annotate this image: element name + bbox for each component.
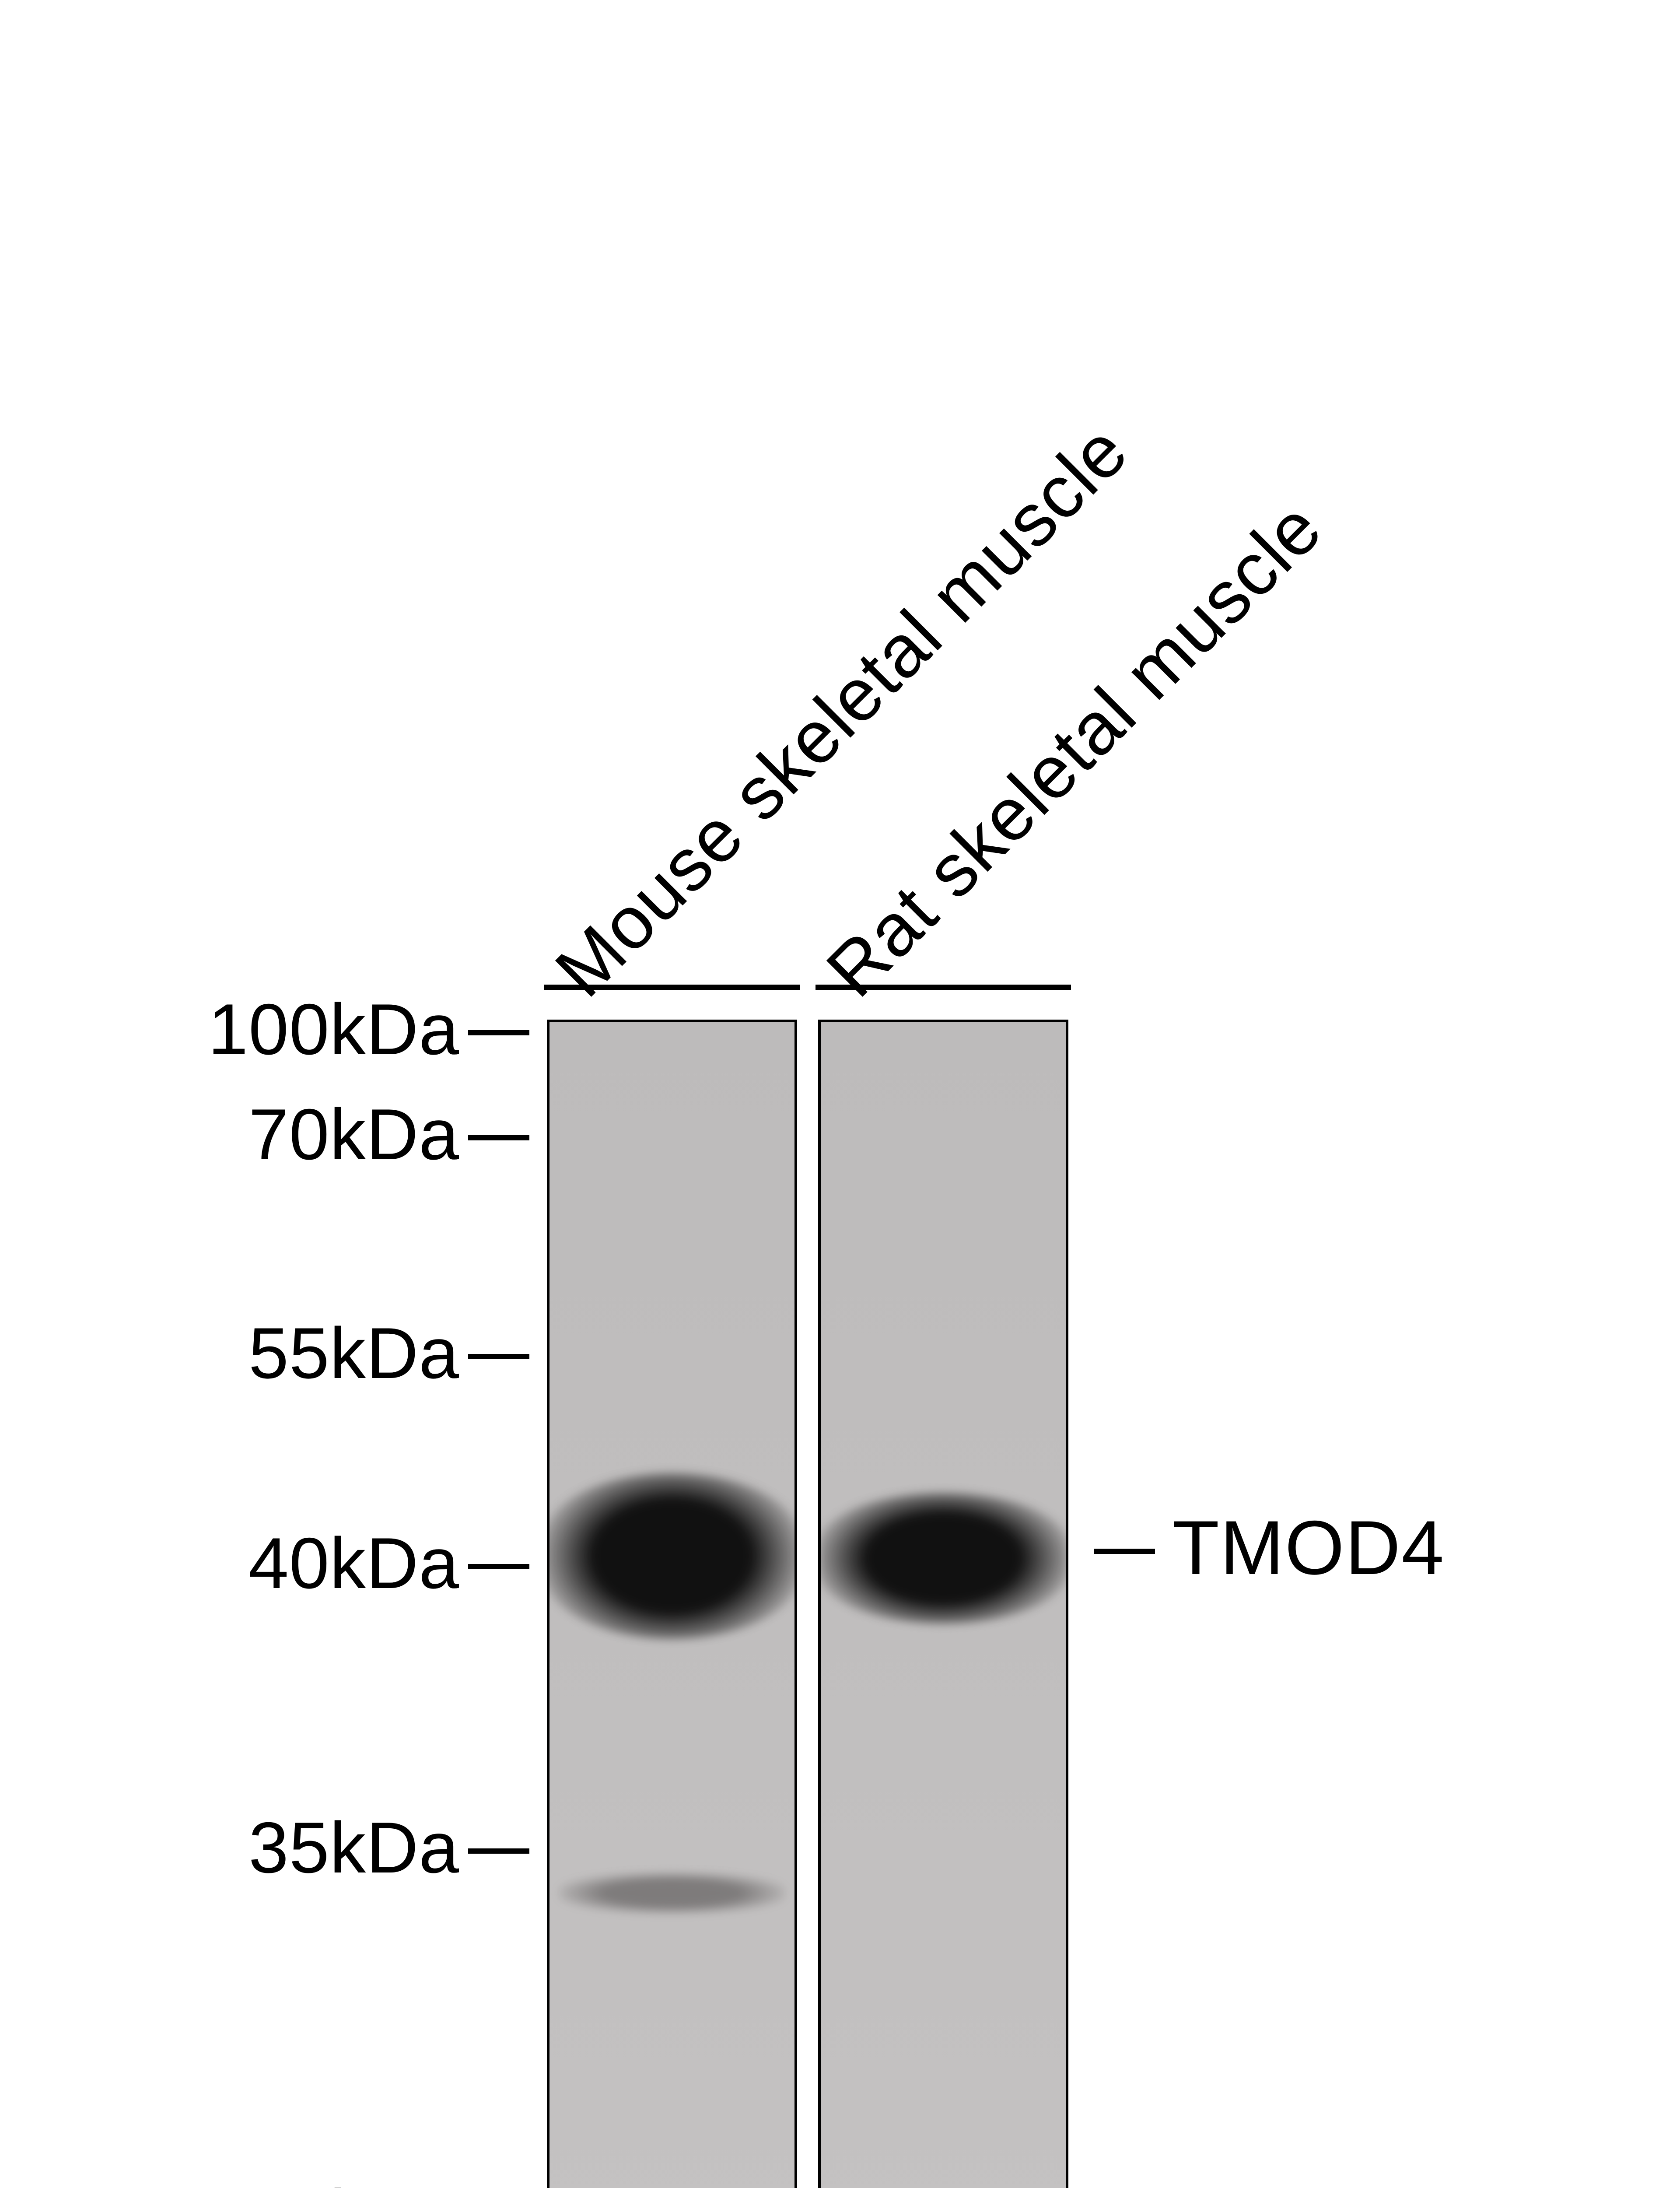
ladder-label: 55kDa — [248, 1312, 459, 1395]
target-label: TMOD4 — [1172, 1504, 1445, 1592]
ladder-tick — [468, 1135, 529, 1140]
target-tick — [1094, 1549, 1155, 1554]
western-blot-figure: 100kDa70kDa55kDa40kDa35kDa25kDa15kDa Mou… — [0, 0, 1680, 2188]
lane-mouse — [547, 1020, 797, 2188]
ladder-tick — [468, 1354, 529, 1359]
lane-header-label: Rat skeletal muscle — [810, 485, 1338, 1013]
band — [559, 1873, 784, 1913]
lane-rat — [818, 1020, 1068, 2188]
band — [547, 1473, 797, 1639]
ladder-label: 40kDa — [248, 1522, 459, 1605]
ladder-tick — [468, 1848, 529, 1854]
band — [818, 1493, 1068, 1624]
ladder-tick — [468, 1030, 529, 1035]
ladder-label: 35kDa — [248, 1806, 459, 1889]
ladder-tick — [468, 1564, 529, 1569]
ladder-label: 70kDa — [248, 1093, 459, 1176]
ladder-label: 25kDa — [248, 2174, 459, 2188]
ladder-label: 100kDa — [208, 988, 459, 1071]
